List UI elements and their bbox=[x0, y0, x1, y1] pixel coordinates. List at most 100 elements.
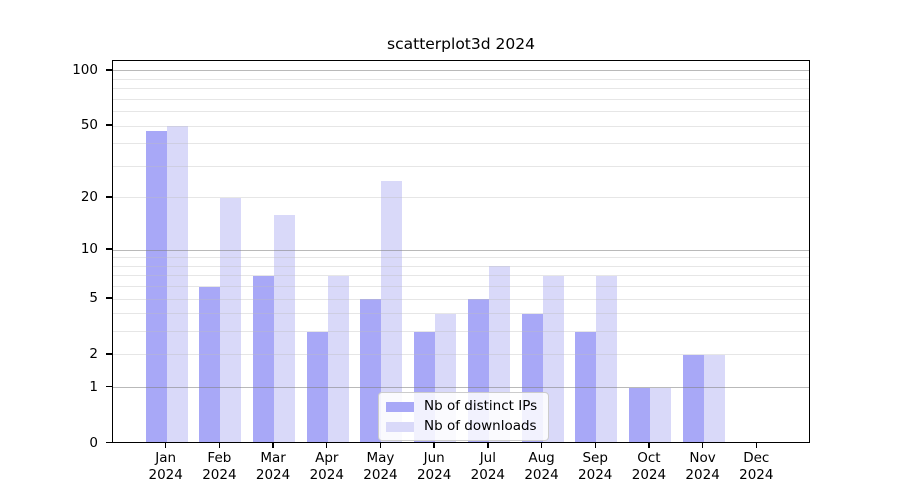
bar-feb-distinct-ips bbox=[199, 286, 221, 442]
x-tick-mark-may bbox=[379, 443, 382, 448]
legend-item-downloads: Nb of downloads bbox=[386, 419, 537, 434]
bar-may-downloads bbox=[381, 180, 403, 442]
bar-may-distinct-ips bbox=[360, 299, 382, 442]
legend-label-distinct-ips: Nb of distinct IPs bbox=[424, 398, 538, 414]
bar-nov-distinct-ips bbox=[682, 354, 704, 442]
x-tick-label-month: Jul bbox=[479, 450, 496, 466]
x-tick-label-year: 2024 bbox=[578, 467, 613, 483]
y-tick-mark-20 bbox=[106, 196, 112, 198]
gridline-minor bbox=[113, 125, 809, 127]
y-tick-mark-1 bbox=[106, 386, 112, 388]
gridline-minor bbox=[113, 98, 809, 100]
y-tick-label-0: 0 bbox=[89, 434, 98, 451]
x-tick-label-year: 2024 bbox=[739, 467, 774, 483]
legend-swatch-distinct-ips bbox=[386, 401, 414, 412]
gridline-minor bbox=[113, 78, 809, 80]
y-tick-mark-50 bbox=[106, 124, 112, 126]
x-tick-label-jun: Jun 2024 bbox=[402, 450, 466, 484]
x-tick-mark-sep bbox=[594, 443, 596, 448]
gridline-minor bbox=[113, 354, 809, 356]
x-tick-label-sep: Sep 2024 bbox=[563, 450, 627, 484]
y-tick-mark-10 bbox=[106, 248, 112, 250]
x-tick-mark-mar bbox=[272, 443, 274, 448]
x-tick-mark-aug bbox=[540, 443, 543, 448]
x-tick-mark-jul bbox=[487, 443, 489, 448]
x-tick-mark-apr bbox=[326, 443, 328, 448]
legend: Nb of distinct IPs Nb of downloads bbox=[378, 392, 550, 441]
y-tick-label-2: 2 bbox=[89, 345, 98, 362]
bar-oct-distinct-ips bbox=[628, 387, 650, 442]
x-tick-mark-oct bbox=[648, 443, 650, 448]
x-tick-label-apr: Apr 2024 bbox=[295, 450, 359, 484]
gridline-minor bbox=[113, 143, 809, 145]
x-tick-label-year: 2024 bbox=[363, 467, 398, 483]
x-tick-mark-jun bbox=[433, 443, 435, 448]
bar-apr-downloads bbox=[327, 275, 349, 442]
x-tick-label-year: 2024 bbox=[631, 467, 667, 483]
x-tick-label-year: 2024 bbox=[524, 467, 559, 483]
gridline-minor bbox=[113, 197, 809, 199]
x-tick-label-year: 2024 bbox=[255, 467, 291, 483]
y-tick-label-1: 1 bbox=[89, 378, 98, 395]
x-tick-mark-feb bbox=[218, 443, 221, 448]
gridline-minor bbox=[113, 298, 809, 300]
gridline-minor bbox=[113, 265, 809, 267]
x-tick-mark-nov bbox=[701, 443, 704, 448]
bar-nov-downloads bbox=[703, 354, 725, 442]
gridline-minor bbox=[113, 257, 809, 259]
x-tick-label-year: 2024 bbox=[309, 467, 344, 483]
x-tick-label-oct: Oct 2024 bbox=[617, 450, 681, 484]
x-tick-label-mar: Mar 2024 bbox=[241, 450, 305, 484]
gridline-minor bbox=[113, 331, 809, 333]
y-tick-mark-0 bbox=[106, 442, 112, 444]
gridlines-layer bbox=[113, 61, 809, 442]
x-tick-label-month: Jan bbox=[155, 450, 177, 466]
x-tick-label-aug: Aug 2024 bbox=[510, 450, 574, 484]
y-tick-label-5: 5 bbox=[89, 290, 98, 306]
y-tick-label-100: 100 bbox=[72, 61, 98, 78]
chart-title: scatterplot3d 2024 bbox=[387, 35, 535, 53]
x-tick-label-may: May 2024 bbox=[348, 450, 412, 484]
x-tick-label-month: Apr bbox=[315, 450, 339, 466]
x-tick-label-month: Aug bbox=[528, 450, 555, 466]
bar-jan-distinct-ips bbox=[145, 131, 167, 442]
y-tick-label-50: 50 bbox=[80, 117, 98, 134]
x-tick-mark-dec bbox=[755, 443, 757, 448]
y-tick-mark-2 bbox=[106, 353, 112, 355]
plot-area: Nb of distinct IPs Nb of downloads bbox=[112, 60, 810, 443]
legend-swatch-downloads bbox=[386, 421, 414, 432]
bar-jan-downloads bbox=[166, 126, 188, 442]
x-tick-label-month: Jun bbox=[423, 450, 445, 466]
x-tick-label-year: 2024 bbox=[416, 467, 452, 483]
gridline-minor bbox=[113, 313, 809, 315]
gridline-minor bbox=[113, 275, 809, 277]
x-tick-label-year: 2024 bbox=[470, 467, 506, 483]
gridline-major bbox=[113, 387, 809, 389]
x-tick-label-feb: Feb 2024 bbox=[187, 450, 251, 484]
x-tick-label-month: Mar bbox=[260, 450, 286, 466]
x-tick-label-year: 2024 bbox=[148, 467, 183, 483]
bar-mar-distinct-ips bbox=[253, 275, 275, 442]
x-tick-label-month: Oct bbox=[637, 450, 661, 466]
bar-mar-downloads bbox=[274, 214, 296, 442]
y-tick-label-10: 10 bbox=[80, 241, 98, 258]
y-tick-mark-5 bbox=[106, 297, 112, 299]
gridline-minor bbox=[113, 88, 809, 90]
gridline-minor bbox=[113, 111, 809, 113]
bar-sep-downloads bbox=[596, 275, 618, 442]
x-tick-label-nov: Nov 2024 bbox=[671, 450, 735, 484]
bar-apr-distinct-ips bbox=[306, 331, 328, 442]
x-tick-label-dec: Dec 2024 bbox=[724, 450, 788, 484]
x-tick-label-month: Sep bbox=[582, 450, 608, 466]
y-tick-label-20: 20 bbox=[80, 188, 98, 205]
x-tick-label-month: Feb bbox=[207, 450, 232, 466]
gridline-major bbox=[113, 70, 809, 72]
x-tick-label-jul: Jul 2024 bbox=[456, 450, 520, 484]
x-tick-label-month: Dec bbox=[743, 450, 770, 466]
legend-item-distinct-ips: Nb of distinct IPs bbox=[386, 399, 537, 414]
gridline-minor bbox=[113, 165, 809, 167]
legend-label-downloads: Nb of downloads bbox=[424, 418, 537, 434]
y-tick-mark-100 bbox=[106, 69, 112, 71]
x-tick-label-year: 2024 bbox=[202, 467, 237, 483]
